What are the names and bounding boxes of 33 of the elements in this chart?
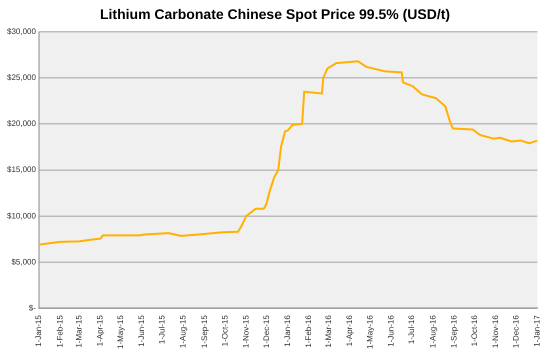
x-tick-label: 1-Jan-17 [532, 314, 542, 347]
x-tick-label: 1-May-16 [366, 314, 375, 350]
x-tick-label: 1-Dec-16 [511, 314, 520, 348]
x-tick-label: 1-May-15 [116, 314, 125, 350]
x-tick-label: 1-Jun-16 [386, 314, 396, 347]
x-tick-label: 1-Oct-15 [220, 314, 230, 346]
x-tick-label: 1-Mar-15 [74, 314, 84, 348]
x-tick-label: 1-Jan-15 [34, 314, 44, 347]
x-tick-label: 1-Nov-16 [491, 314, 500, 348]
x-tick-label: 1-Dec-15 [262, 314, 271, 348]
x-tick-label: 1-Feb-16 [304, 314, 314, 348]
x-tick-label: 1-Jul-15 [158, 314, 167, 344]
x-tick-label: 1-Jan-16 [283, 314, 292, 347]
y-tick-label: $20,000 [6, 119, 36, 128]
y-tick-label: $5,000 [11, 257, 36, 266]
y-tick-label: $25,000 [6, 73, 36, 82]
y-tick-label: $15,000 [6, 165, 36, 174]
y-tick-label: $- [28, 303, 36, 312]
x-tick-label: 1-Apr-15 [95, 314, 104, 346]
y-tick-label: $10,000 [6, 211, 36, 220]
x-tick-label: 1-Aug-16 [428, 314, 438, 348]
x-tick-label: 1-Sep-15 [200, 314, 209, 348]
x-tick-label: 1-Jun-15 [137, 314, 146, 347]
x-tick-label: 1-Feb-15 [55, 314, 64, 348]
x-tick-label: 1-Nov-15 [241, 314, 250, 348]
x-tick-label: 1-Sep-16 [449, 314, 458, 348]
y-tick-label: $30,000 [6, 27, 36, 36]
x-tick-label: 1-Mar-16 [324, 314, 333, 348]
x-tick-label: 1-Jul-16 [407, 314, 416, 344]
chart-title: Lithium Carbonate Chinese Spot Price 99.5% (USD/t) [98, 6, 452, 24]
x-tick-label: 1-Apr-16 [345, 314, 354, 346]
x-tick-label: 1-Aug-15 [178, 314, 188, 348]
x-tick-label: 1-Oct-16 [470, 314, 479, 346]
